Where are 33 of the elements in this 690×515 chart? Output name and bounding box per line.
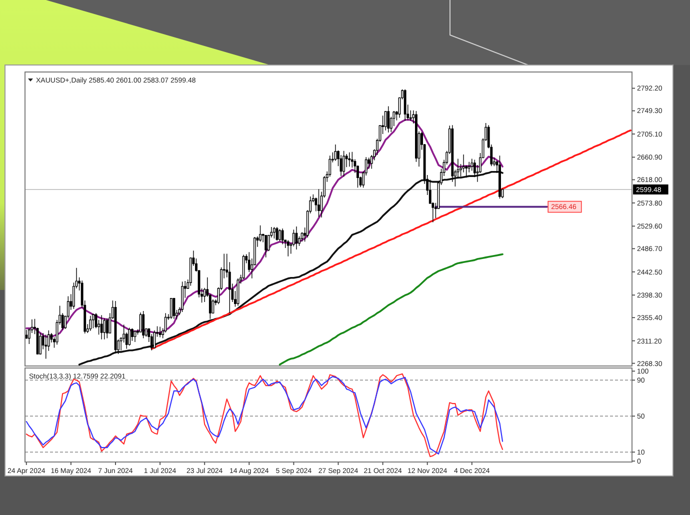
line-series (25, 118, 504, 338)
line-series (278, 253, 504, 366)
candlestick (404, 89, 406, 122)
candlestick (158, 326, 162, 338)
candlestick (134, 330, 136, 342)
candlestick (272, 226, 276, 239)
candlestick (340, 154, 342, 176)
line-series (78, 170, 504, 366)
candlestick (100, 314, 103, 340)
candlestick (451, 124, 454, 182)
candlestick (128, 327, 131, 346)
candlestick (295, 226, 298, 250)
candlestick (387, 106, 390, 133)
candlestick (498, 155, 501, 199)
line-series (150, 129, 632, 350)
candlestick (242, 254, 245, 280)
candlestick (342, 150, 346, 177)
candlestick (318, 188, 320, 218)
candlestick (300, 232, 304, 242)
candlestick (348, 152, 351, 167)
candlestick (89, 315, 92, 332)
candlestick (281, 228, 284, 245)
candlestick (278, 228, 281, 242)
candlestick (414, 110, 418, 162)
candlestick (181, 281, 184, 312)
candlestick (286, 240, 290, 257)
candlestick (92, 313, 94, 329)
candlestick (130, 328, 134, 342)
candlestick (44, 334, 48, 360)
candlestick (142, 310, 145, 339)
candlestick (264, 235, 268, 258)
candlestick (170, 298, 172, 320)
candlestick (103, 318, 106, 340)
